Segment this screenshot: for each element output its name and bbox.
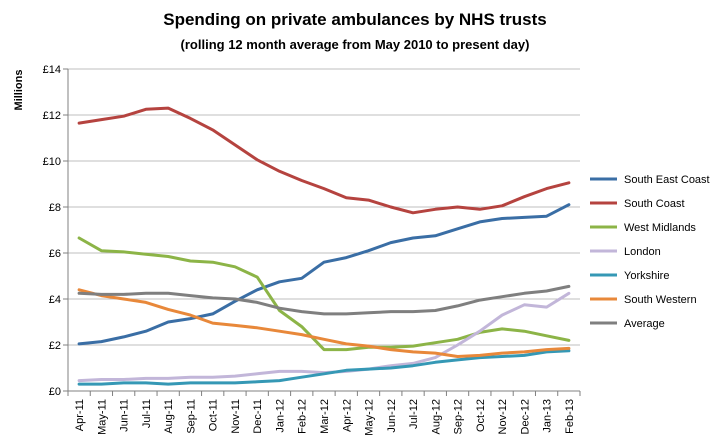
chart-subtitle: (rolling 12 month average from May 2010 … [181, 37, 530, 52]
x-tick-label: Apr-12 [341, 399, 353, 432]
y-tick-label: £6 [49, 248, 61, 260]
x-tick-label: Jul-11 [141, 399, 153, 428]
series-line-average [77, 284, 571, 316]
x-tick-label: Feb-13 [564, 399, 576, 434]
y-tick-label: £0 [49, 386, 61, 398]
x-tick-label: Nov-12 [497, 399, 509, 434]
series-lines [77, 106, 571, 386]
legend-label-london: London [624, 246, 661, 258]
legend-label-south-coast: South Coast [624, 198, 685, 210]
x-tick-label: Jul-12 [408, 399, 420, 429]
legend-label-average: Average [624, 318, 665, 330]
x-tick-label: Aug-11 [163, 399, 175, 434]
x-tick-label: Jan-13 [542, 399, 554, 433]
series-line-london [77, 291, 571, 383]
y-tick-label: £2 [49, 340, 61, 352]
x-tick-label: May-12 [364, 399, 376, 436]
x-tick-label: Oct-12 [475, 399, 487, 432]
x-tick-label: Sep-11 [185, 399, 197, 434]
series-line-yorkshire [77, 349, 571, 386]
series-line-south-coast [77, 106, 571, 215]
y-tick-label: £12 [43, 110, 61, 122]
axes [67, 69, 580, 392]
x-tick-label: May-11 [96, 399, 108, 435]
x-tick-label: Dec-12 [519, 399, 531, 434]
y-tick-label: £10 [43, 156, 61, 168]
x-tick-label: Jun-12 [386, 399, 398, 433]
y-tick-label: £14 [43, 64, 61, 76]
x-tick-label: Aug-12 [430, 399, 442, 434]
series-line-west-midlands [77, 236, 571, 352]
x-tick-label: Mar-12 [319, 399, 331, 434]
chart-title: Spending on private ambulances by NHS tr… [163, 10, 547, 29]
y-axis-label: Millions [13, 70, 25, 111]
series-line-south-east-coast [77, 203, 571, 346]
series-line-south-western [77, 288, 571, 358]
x-tick-label: Sep-12 [453, 399, 465, 434]
x-tick-label: Oct-11 [208, 399, 220, 431]
x-tick-label: Nov-11 [230, 399, 242, 434]
x-axis-ticks: Apr-11 May-11 Jun-11 Jul-11 Aug-11 Sep-11 Oct-… [67, 391, 581, 436]
y-tick-label: £4 [49, 294, 61, 306]
legend: South East Coast South Coast West Midlands… [590, 174, 710, 330]
legend-label-south-western: South Western [624, 294, 697, 306]
x-tick-label: Feb-12 [297, 399, 309, 434]
legend-label-west-midlands: West Midlands [624, 222, 696, 234]
y-tick-label: £8 [49, 202, 61, 214]
x-tick-label: Apr-11 [74, 399, 86, 431]
legend-label-south-east-coast: South East Coast [624, 174, 710, 186]
gridlines [68, 68, 580, 346]
legend-label-yorkshire: Yorkshire [624, 270, 669, 282]
x-tick-label: Jan-12 [274, 399, 286, 433]
y-axis-ticks: £0 £2 £4 £6 £8 £10 £12 £14 [43, 64, 68, 398]
x-tick-label: Dec-11 [252, 399, 264, 434]
x-tick-label: Jun-11 [119, 399, 131, 432]
